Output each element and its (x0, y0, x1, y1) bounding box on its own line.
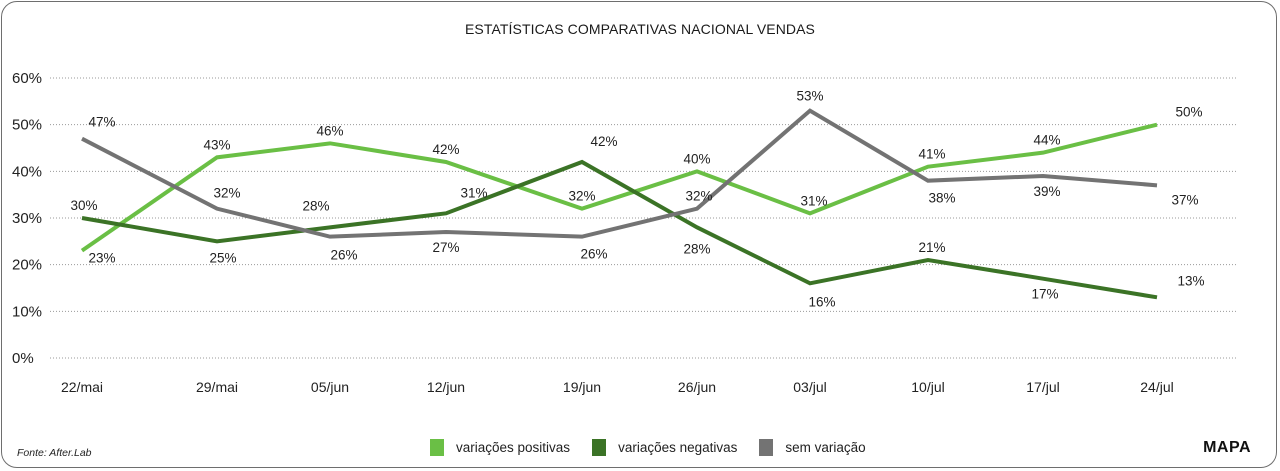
y-tick-label: 60% (12, 70, 42, 87)
series-line-0 (80, 122, 1158, 253)
data-label: 31% (800, 193, 827, 208)
series-line-2 (81, 108, 1158, 239)
y-tick-label: 0% (12, 350, 34, 367)
line-chart: 0% 10% 20% 30% 40% 50% 60% 22/mai 29/mai 05/jun 12… (12, 70, 1238, 395)
y-tick-label: 30% (12, 210, 42, 227)
data-label: 13% (1177, 273, 1204, 288)
y-tick-label: 40% (12, 163, 42, 180)
x-tick-label: 29/mai (196, 379, 238, 395)
x-tick-label: 17/jul (1026, 379, 1059, 395)
legend-item-negativas: variações negativas (592, 439, 737, 456)
data-label: 37% (1171, 192, 1198, 207)
data-label: 31% (460, 185, 487, 200)
legend-label: sem variação (785, 440, 866, 455)
data-label: 42% (432, 142, 459, 157)
data-label: 23% (88, 251, 115, 266)
data-label: 26% (330, 248, 357, 263)
data-label: 21% (918, 240, 945, 255)
y-tick-label: 50% (12, 117, 42, 134)
data-label: 28% (302, 198, 329, 213)
data-label: 16% (808, 294, 835, 309)
legend-swatch (430, 439, 444, 456)
legend-swatch (592, 439, 607, 456)
data-label: 32% (568, 189, 595, 204)
source-note: Fonte: After.Lab (17, 447, 92, 459)
legend-item-positivas: variações positivas (430, 439, 570, 456)
data-label: 43% (203, 137, 230, 152)
data-label: 47% (88, 115, 115, 130)
x-tick-label: 05/jun (311, 379, 349, 395)
x-tick-label: 19/jun (563, 379, 601, 395)
x-tick-label: 22/mai (61, 379, 103, 395)
data-label: 32% (685, 189, 712, 204)
data-label: 28% (683, 241, 710, 256)
y-tick-label: 20% (12, 257, 42, 274)
x-tick-label: 10/jul (911, 379, 944, 395)
data-label: 50% (1175, 105, 1202, 120)
data-label: 40% (683, 151, 710, 166)
data-label: 25% (209, 250, 236, 265)
chart-title: ESTATÍSTICAS COMPARATIVAS NACIONAL VENDA… (464, 21, 815, 37)
data-label: 46% (316, 123, 343, 138)
data-label: 53% (796, 89, 823, 104)
y-tick-label: 10% (12, 303, 42, 320)
x-tick-label: 26/jun (678, 379, 716, 395)
data-label: 38% (928, 191, 955, 206)
data-label: 39% (1033, 184, 1060, 199)
data-label: 26% (580, 247, 607, 262)
legend-swatch (759, 439, 774, 456)
data-label: 27% (432, 240, 459, 255)
data-label: 44% (1033, 133, 1060, 148)
data-label: 41% (918, 147, 945, 162)
legend-label: variações positivas (456, 440, 571, 455)
data-label: 32% (213, 186, 240, 201)
data-label: 42% (590, 134, 617, 149)
x-tick-label: 12/jun (427, 379, 465, 395)
chart-legend: variações positivas variações negativas … (430, 439, 888, 456)
data-label: 30% (70, 198, 97, 213)
series-line-1 (81, 159, 1158, 300)
x-tick-label: 24/jul (1140, 379, 1173, 395)
legend-label: variações negativas (618, 440, 738, 455)
legend-item-sem-variacao: sem variação (759, 439, 866, 456)
x-tick-label: 03/jul (793, 379, 826, 395)
data-label: 17% (1031, 287, 1058, 302)
brand-logo: MAPA (1203, 439, 1251, 456)
